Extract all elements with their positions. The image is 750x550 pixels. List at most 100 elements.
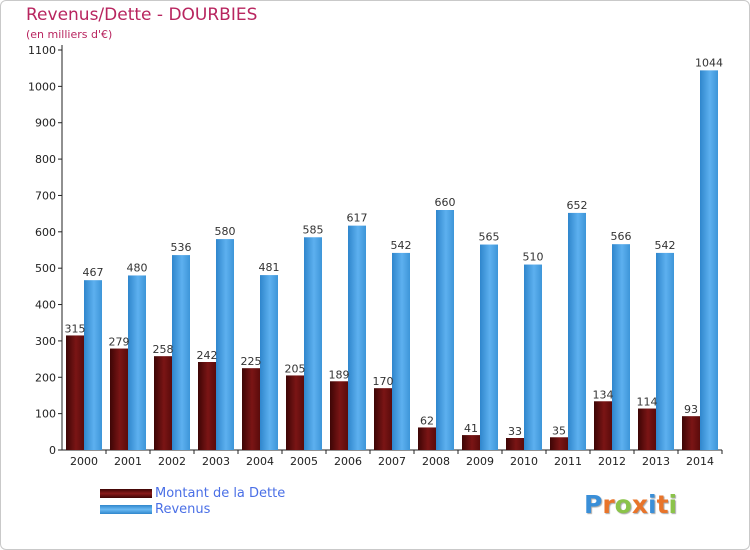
bar-revenus-2014 <box>700 70 718 450</box>
y-tick-label: 800 <box>35 153 56 166</box>
bar-debt-2005 <box>286 375 304 450</box>
label-debt-2002: 258 <box>153 343 174 356</box>
bar-debt-2012 <box>594 401 612 450</box>
x-tick-label: 2010 <box>510 455 538 468</box>
y-tick-label: 400 <box>35 299 56 312</box>
x-tick-label: 2006 <box>334 455 362 468</box>
y-tick-label: 900 <box>35 117 56 130</box>
legend: Montant de la Dette Revenus <box>100 486 360 518</box>
legend-item-revenus: Revenus <box>100 502 360 518</box>
label-revenus-2007: 542 <box>391 239 412 252</box>
bars <box>66 70 718 450</box>
label-debt-2014: 93 <box>684 403 698 416</box>
x-tick-label: 2013 <box>642 455 670 468</box>
bar-revenus-2006 <box>348 225 366 450</box>
x-tick-label: 2002 <box>158 455 186 468</box>
y-tick-label: 0 <box>49 444 56 457</box>
bar-revenus-2002 <box>172 255 190 450</box>
bar-debt-2013 <box>638 408 656 450</box>
bar-debt-2008 <box>418 427 436 450</box>
label-debt-2008: 62 <box>420 414 434 427</box>
label-debt-2007: 170 <box>373 375 394 388</box>
label-debt-2003: 242 <box>197 349 218 362</box>
bar-revenus-2007 <box>392 252 410 450</box>
bar-revenus-2012 <box>612 244 630 450</box>
y-tick-label: 700 <box>35 189 56 202</box>
bar-revenus-2000 <box>84 280 102 450</box>
label-revenus-2008: 660 <box>435 196 456 209</box>
label-debt-2009: 41 <box>464 422 478 435</box>
bar-revenus-2013 <box>656 252 674 450</box>
legend-label-revenus: Revenus <box>155 502 211 517</box>
bar-revenus-2010 <box>524 264 542 450</box>
label-revenus-2012: 566 <box>611 230 632 243</box>
logo-letter: i <box>648 490 657 519</box>
legend-swatch-debt <box>100 489 152 498</box>
bar-debt-2002 <box>154 356 172 450</box>
label-debt-2004: 225 <box>241 355 262 368</box>
label-revenus-2013: 542 <box>655 239 676 252</box>
label-debt-2012: 134 <box>593 388 614 401</box>
x-tick-label: 2005 <box>290 455 318 468</box>
bar-revenus-2004 <box>260 275 278 450</box>
bar-debt-2000 <box>66 335 84 450</box>
label-revenus-2009: 565 <box>479 231 500 244</box>
y-tick-label: 1100 <box>28 44 56 57</box>
label-debt-2010: 33 <box>508 425 522 438</box>
x-tick-label: 2003 <box>202 455 230 468</box>
data-labels: 315 467 279 480 258 536 242 580 225 481 205 585 189 6… <box>65 56 724 438</box>
bar-debt-2001 <box>110 348 128 450</box>
x-tick-label: 2007 <box>378 455 406 468</box>
bar-revenus-2011 <box>568 212 586 450</box>
label-revenus-2003: 580 <box>215 225 236 238</box>
axes: 0 100 200 300 400 500 600 700 800 900 1000 1100 2000… <box>28 44 723 468</box>
label-debt-2006: 189 <box>329 368 350 381</box>
y-tick-label: 200 <box>35 371 56 384</box>
x-tick-label: 2014 <box>686 455 714 468</box>
logo-letter: x <box>631 490 648 519</box>
label-revenus-2011: 652 <box>567 199 588 212</box>
label-revenus-2010: 510 <box>523 251 544 264</box>
proxiti-logo: Proxiti <box>584 490 677 519</box>
label-debt-2001: 279 <box>109 336 130 349</box>
x-tick-label: 2011 <box>554 455 582 468</box>
label-revenus-2002: 536 <box>171 241 192 254</box>
bar-revenus-2005 <box>304 237 322 450</box>
logo-letter: r <box>602 490 615 519</box>
x-tick-label: 2004 <box>246 455 274 468</box>
bar-debt-2007 <box>374 388 392 450</box>
label-revenus-2014: 1044 <box>695 56 723 69</box>
logo-letter: t <box>656 490 669 519</box>
x-tick-label: 2008 <box>422 455 450 468</box>
y-tick-label: 1000 <box>28 80 56 93</box>
y-tick-label: 300 <box>35 335 56 348</box>
label-debt-2011: 35 <box>552 424 566 437</box>
bar-debt-2010 <box>506 438 524 450</box>
label-revenus-2005: 585 <box>303 223 324 236</box>
y-tick-label: 600 <box>35 226 56 239</box>
y-tick-label: 100 <box>35 408 56 421</box>
label-revenus-2004: 481 <box>259 261 280 274</box>
bar-debt-2004 <box>242 368 260 450</box>
legend-label-debt: Montant de la Dette <box>155 486 286 501</box>
legend-item-debt: Montant de la Dette <box>100 486 360 502</box>
label-revenus-2006: 617 <box>347 212 368 225</box>
bar-debt-2011 <box>550 437 568 450</box>
bar-revenus-2009 <box>480 244 498 450</box>
y-tick-label: 500 <box>35 262 56 275</box>
x-tick-label: 2000 <box>70 455 98 468</box>
label-revenus-2000: 467 <box>83 266 104 279</box>
label-debt-2005: 205 <box>285 362 306 375</box>
bar-debt-2006 <box>330 381 348 450</box>
label-debt-2013: 114 <box>637 396 658 409</box>
logo-letter: i <box>668 490 678 519</box>
chart-subtitle: (en milliers d'€) <box>26 28 113 41</box>
label-revenus-2001: 480 <box>127 261 148 274</box>
bar-revenus-2001 <box>128 275 146 450</box>
bar-revenus-2008 <box>436 210 454 450</box>
logo-letter: o <box>614 490 632 519</box>
label-debt-2000: 315 <box>65 322 86 335</box>
chart-title: Revenus/Dette - DOURBIES <box>26 5 258 25</box>
bar-revenus-2003 <box>216 239 234 450</box>
